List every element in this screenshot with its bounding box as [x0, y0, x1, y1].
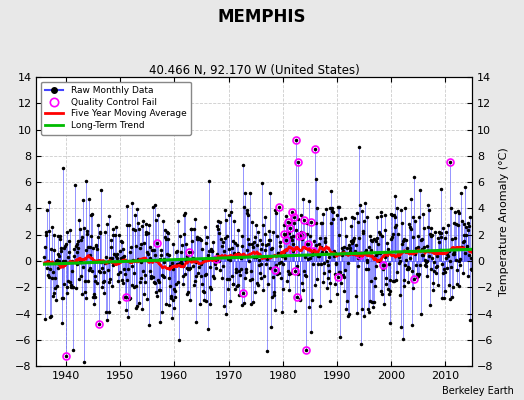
Text: Berkeley Earth: Berkeley Earth	[442, 386, 514, 396]
Text: MEMPHIS: MEMPHIS	[218, 8, 306, 26]
Y-axis label: Temperature Anomaly (°C): Temperature Anomaly (°C)	[499, 147, 509, 296]
Title: 40.466 N, 92.170 W (United States): 40.466 N, 92.170 W (United States)	[149, 64, 359, 77]
Legend: Raw Monthly Data, Quality Control Fail, Five Year Moving Average, Long-Term Tren: Raw Monthly Data, Quality Control Fail, …	[41, 82, 191, 135]
